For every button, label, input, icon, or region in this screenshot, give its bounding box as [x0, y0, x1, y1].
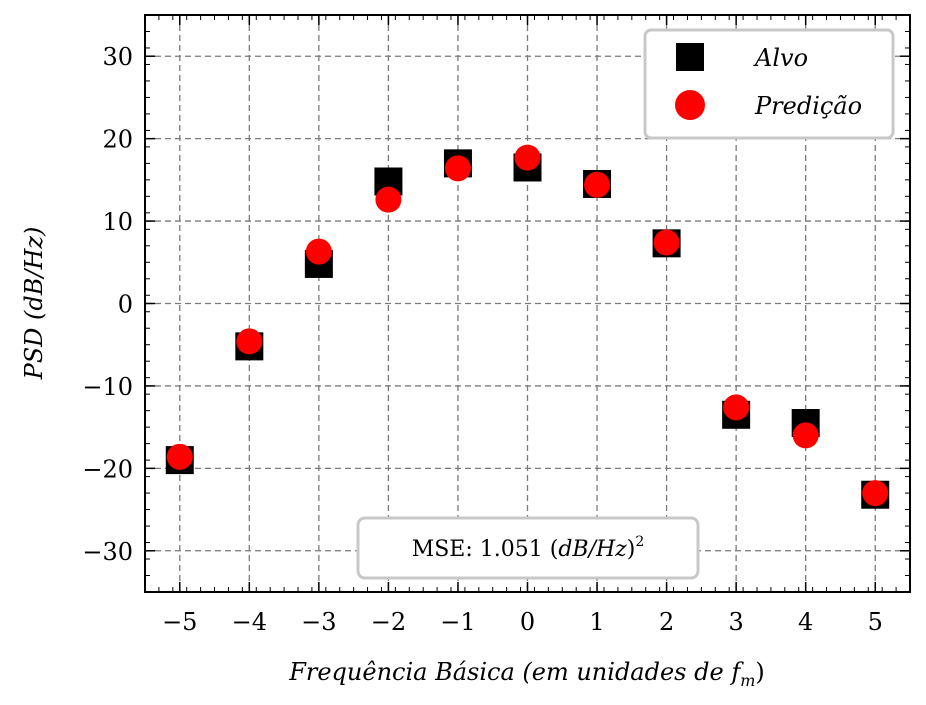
mse-annotation-prefix: MSE: 1.051 ( — [412, 537, 559, 562]
y-tick-label: 30 — [102, 43, 133, 71]
x-tick-label: −4 — [232, 608, 267, 636]
x-tick-label: −3 — [301, 608, 336, 636]
x-tick-label: 1 — [589, 608, 604, 636]
mse-annotation: MSE: 1.051 (dB/Hz)2 — [356, 516, 700, 580]
legend-label-alvo: Alvo — [753, 44, 808, 72]
data-point-predicao — [444, 155, 471, 182]
data-point-predicao — [236, 328, 263, 355]
data-point-predicao — [584, 171, 611, 198]
axis-ticks — [144, 14, 911, 593]
x-tick-label: 5 — [868, 608, 883, 636]
x-tick-label: −5 — [162, 608, 197, 636]
y-tick-label: 0 — [118, 291, 133, 319]
x-axis-label: Frequência Básica (em unidades de fm) — [288, 658, 765, 690]
x-axis-label-subscript: m — [740, 671, 755, 690]
legend-marker-predicao — [675, 90, 705, 120]
data-point-predicao — [723, 394, 750, 421]
data-point-predicao — [375, 186, 402, 213]
mse-annotation-suffix: ) — [627, 537, 636, 562]
mse-annotation-exponent: 2 — [635, 534, 644, 550]
legend-box — [643, 28, 895, 140]
x-axis-label-main: Frequência Básica (em unidades de — [288, 658, 731, 686]
data-point-predicao — [514, 144, 541, 171]
data-point-predicao — [792, 422, 819, 449]
y-tick-label: −20 — [82, 455, 133, 483]
mse-annotation-box — [356, 516, 700, 580]
data-point-predicao — [305, 238, 332, 265]
y-axis-label: PSD (dB/Hz) — [20, 227, 48, 381]
legend-label-predicao: Predição — [754, 92, 862, 120]
data-point-predicao — [862, 480, 889, 507]
data-point-predicao — [166, 443, 193, 470]
data-point-predicao — [653, 229, 680, 256]
x-tick-label: 2 — [659, 608, 674, 636]
x-tick-label: −2 — [371, 608, 406, 636]
x-axis-label-close: ) — [755, 658, 764, 686]
legend-marker-alvo — [676, 43, 704, 71]
y-tick-label: 20 — [102, 126, 133, 154]
legend: Alvo Predição — [643, 28, 895, 140]
x-tick-label: 3 — [728, 608, 743, 636]
mse-annotation-units: dB/Hz — [558, 537, 627, 562]
y-tick-label: −10 — [82, 373, 133, 401]
x-tick-label: 0 — [520, 608, 535, 636]
y-tick-label: −30 — [82, 538, 133, 566]
y-tick-label: 10 — [102, 208, 133, 236]
data-markers — [165, 144, 890, 509]
x-tick-label: 4 — [798, 608, 813, 636]
mse-annotation-text: MSE: 1.051 (dB/Hz)2 — [412, 534, 645, 562]
x-tick-label: −1 — [440, 608, 475, 636]
